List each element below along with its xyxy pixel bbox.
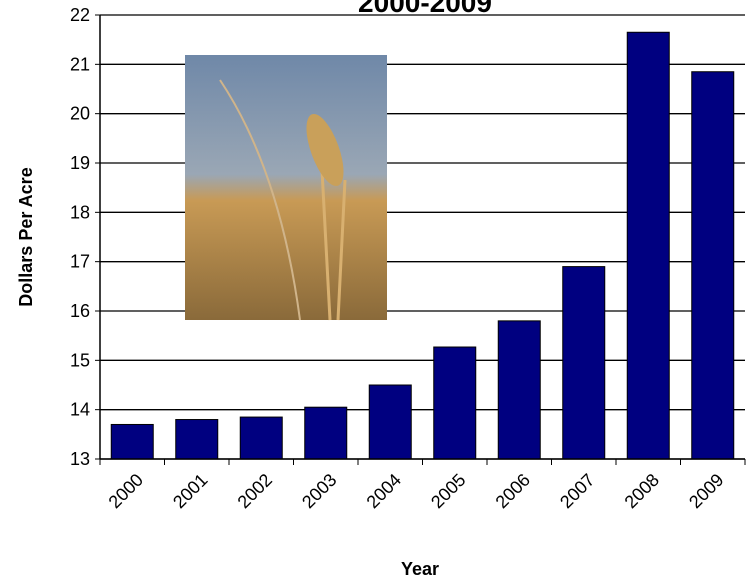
x-tick-label: 2001: [169, 470, 211, 512]
x-tick-label: 2005: [427, 470, 469, 512]
x-tick-label: 2009: [685, 470, 727, 512]
bar: [562, 266, 606, 460]
bar: [691, 71, 735, 460]
bar: [497, 320, 541, 460]
bar: [433, 346, 477, 460]
x-tick-label: 2002: [234, 470, 276, 512]
bar: [175, 419, 219, 460]
y-tick-label: 22: [70, 5, 90, 25]
bar: [239, 416, 283, 460]
bar: [304, 406, 348, 460]
y-tick-label: 20: [70, 104, 90, 124]
x-tick-label: 2008: [621, 470, 663, 512]
y-tick-label: 15: [70, 350, 90, 370]
x-tick-label: 2007: [556, 470, 598, 512]
x-tick-label: 2004: [363, 470, 405, 512]
y-tick-label: 14: [70, 400, 90, 420]
x-axis-label: Year: [401, 559, 439, 579]
photo: [185, 55, 387, 321]
y-tick-label: 13: [70, 449, 90, 469]
bar: [368, 384, 412, 460]
x-tick-label: 2003: [298, 470, 340, 512]
chart-title: 2000-2009: [358, 0, 492, 18]
x-tick-label: 2006: [492, 470, 534, 512]
y-axis-label: Dollars Per Acre: [16, 167, 36, 306]
y-tick-label: 19: [70, 153, 90, 173]
y-tick-label: 16: [70, 301, 90, 321]
y-tick-label: 17: [70, 252, 90, 272]
bar: [626, 31, 670, 460]
x-tick-label: 2000: [105, 470, 147, 512]
bar: [110, 423, 154, 460]
y-tick-label: 21: [70, 54, 90, 74]
plot-area: 13 14 15 16 17 18 19 20 21 22 2000 2001 2002 2003 2004…: [70, 5, 746, 512]
y-tick-label: 18: [70, 202, 90, 222]
